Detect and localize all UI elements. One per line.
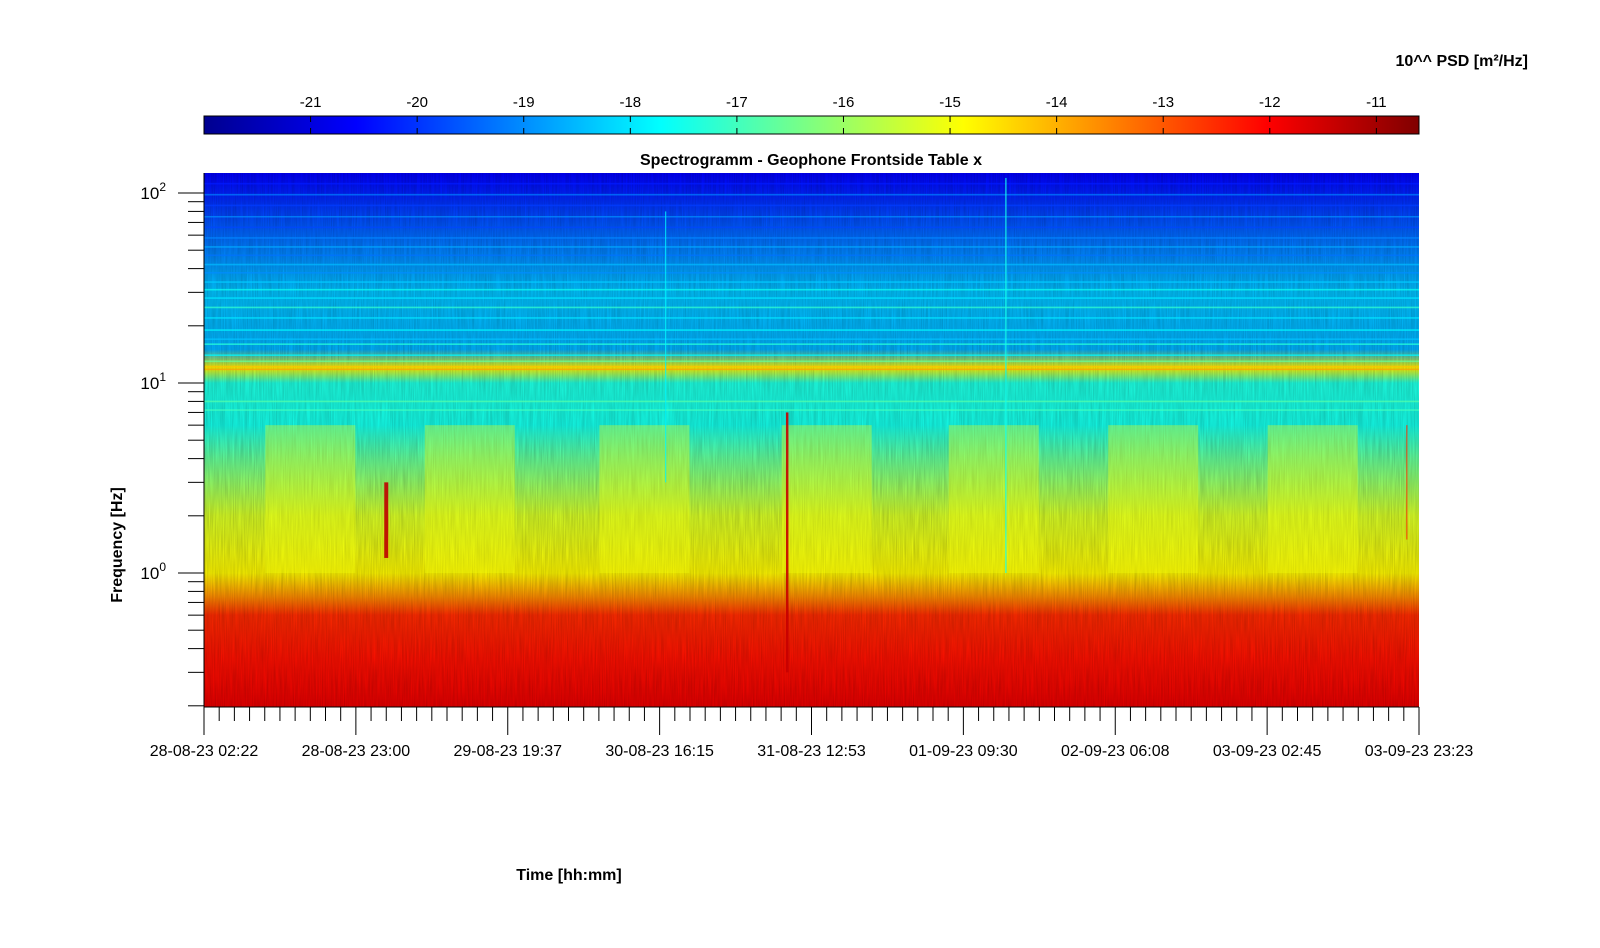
x-tick-label: 28-08-23 02:22 xyxy=(150,743,259,760)
colorbar-tick-label: -12 xyxy=(1259,94,1281,111)
y-axis: 100 101 102 xyxy=(140,173,205,707)
x-tick-label: 01-09-23 09:30 xyxy=(909,743,1018,760)
x-tick-label: 28-08-23 23:00 xyxy=(302,743,411,760)
spectrogram-texture xyxy=(204,173,1419,707)
colorbar-tick-label: -20 xyxy=(406,94,428,111)
x-tick-label: 02-09-23 06:08 xyxy=(1061,743,1170,760)
colorbar-tick-label: -13 xyxy=(1152,94,1174,111)
x-axis: 28-08-23 02:22 28-08-23 23:00 29-08-23 19:… xyxy=(150,706,1474,760)
activity-plume xyxy=(265,425,356,573)
activity-plume xyxy=(948,425,1039,573)
colorbar: -21 -20 -19 -18 -17 -16 -15 -14 -13 -12 -11 xyxy=(203,94,1420,135)
colorbar-label: 10^^ PSD [m²/Hz] xyxy=(1396,53,1528,70)
colorbar-tick-label: -14 xyxy=(1046,94,1068,111)
transient-event xyxy=(1005,177,1007,573)
chart-title: Spectrogramm - Geophone Frontside Table … xyxy=(640,152,982,169)
activity-plume xyxy=(1108,425,1199,573)
colorbar-gradient xyxy=(203,115,1420,135)
y-tick-label: 101 xyxy=(140,370,166,393)
activity-plume xyxy=(424,425,515,573)
x-tick-label: 03-09-23 23:23 xyxy=(1365,743,1474,760)
y-tick-label: 102 xyxy=(140,180,166,203)
transient-event xyxy=(384,482,389,558)
colorbar-tick-label: -19 xyxy=(513,94,535,111)
activity-plume xyxy=(1267,425,1358,573)
colorbar-tick-label: -18 xyxy=(619,94,641,111)
colorbar-ticks: -21 -20 -19 -18 -17 -16 -15 -14 -13 -12 -11 xyxy=(300,94,1387,134)
spectrogram-features xyxy=(204,177,1419,673)
colorbar-tick-label: -21 xyxy=(300,94,322,111)
colorbar-tick-label: -15 xyxy=(939,94,961,111)
activity-plume xyxy=(599,425,690,573)
x-tick-label: 29-08-23 19:37 xyxy=(453,743,562,760)
x-tick-label: 31-08-23 12:53 xyxy=(757,743,866,760)
transient-event xyxy=(785,412,789,673)
transient-event xyxy=(665,211,667,483)
colorbar-tick-label: -16 xyxy=(833,94,855,111)
x-tick-label: 30-08-23 16:15 xyxy=(605,743,714,760)
colorbar-tick-label: -17 xyxy=(726,94,748,111)
y-axis-label: Frequency [Hz] xyxy=(109,487,126,603)
x-axis-label: Time [hh:mm] xyxy=(516,867,621,884)
x-tick-label: 03-09-23 02:45 xyxy=(1213,743,1322,760)
spectrogram-plot xyxy=(204,173,1419,707)
y-tick-label: 100 xyxy=(140,560,166,583)
activity-plume xyxy=(781,425,872,573)
colorbar-tick-label: -11 xyxy=(1366,94,1387,111)
transient-event xyxy=(1406,425,1408,540)
